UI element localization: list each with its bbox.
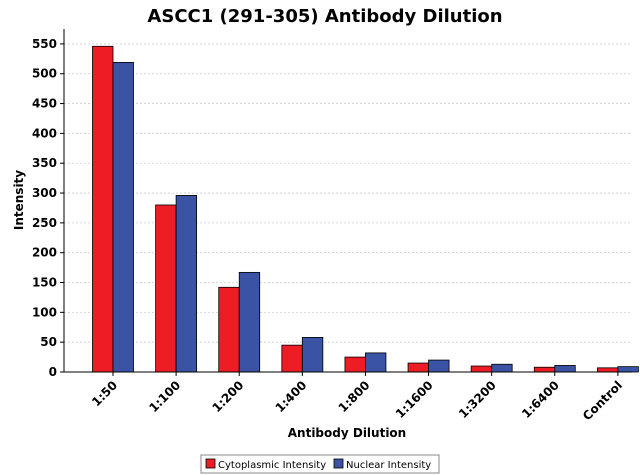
x-axis-title: Antibody Dilution xyxy=(288,426,406,440)
y-axis-title: Intensity xyxy=(12,170,26,230)
y-tick-label: 0 xyxy=(49,365,57,379)
bar-cytoplasmic xyxy=(92,45,114,373)
y-ticks: 0 50 100 150 200 250 300 350 400 450 500 550 xyxy=(32,37,64,379)
x-tick-label: 1:3200 xyxy=(456,378,499,421)
x-tick-label: 1:50 xyxy=(89,378,120,409)
bars xyxy=(92,45,639,373)
bar-nuclear xyxy=(428,359,450,373)
y-tick-label: 300 xyxy=(32,186,57,200)
y-tick-label: 150 xyxy=(32,276,57,290)
legend-label-nuclear: Nuclear Intensity xyxy=(346,460,431,471)
axes xyxy=(63,29,632,373)
x-tick-label: 1:6400 xyxy=(519,378,562,421)
y-tick-label: 350 xyxy=(32,156,57,170)
bar-cytoplasmic xyxy=(533,366,556,373)
legend-swatch-nuclear xyxy=(333,458,344,469)
bar-cytoplasmic xyxy=(218,286,240,373)
bar-cytoplasmic xyxy=(407,362,429,373)
bar-nuclear xyxy=(365,352,387,373)
y-tick-label: 200 xyxy=(32,246,57,260)
x-tick-label: 1:200 xyxy=(209,378,246,415)
y-tick-label: 50 xyxy=(40,335,57,349)
x-tick-label: 1:400 xyxy=(273,378,310,415)
bar-nuclear xyxy=(617,366,639,373)
bar-nuclear xyxy=(238,271,261,373)
y-tick-label: 550 xyxy=(32,37,57,51)
bar-cytoplasmic xyxy=(596,367,619,373)
chart-title: ASCC1 (291-305) Antibody Dilution xyxy=(147,6,502,27)
y-tick-label: 250 xyxy=(32,216,57,230)
legend-box xyxy=(200,454,440,474)
y-tick-label: 100 xyxy=(32,305,57,319)
bar-nuclear xyxy=(301,337,324,373)
y-tick-label: 450 xyxy=(32,97,57,111)
bar-cytoplasmic xyxy=(470,365,493,373)
x-tick-label: 1:100 xyxy=(146,378,183,415)
bar-nuclear xyxy=(112,62,134,373)
x-tick-label: 1:1600 xyxy=(393,378,436,421)
y-tick-label: 400 xyxy=(32,126,57,140)
bar-nuclear xyxy=(491,363,513,373)
bar-nuclear xyxy=(175,195,198,373)
bar-nuclear xyxy=(554,365,576,373)
legend: Cytoplasmic Intensity Nuclear Intensity xyxy=(200,454,440,474)
x-ticks: 1:50 1:100 1:200 1:400 1:800 1:1600 1:3200 1:64… xyxy=(89,372,625,423)
y-tick-label: 500 xyxy=(32,67,57,81)
gridlines xyxy=(64,43,632,343)
legend-swatch-cytoplasmic xyxy=(205,458,216,469)
bar-cytoplasmic xyxy=(155,204,177,373)
bar-cytoplasmic xyxy=(344,356,366,373)
bar-cytoplasmic xyxy=(281,344,303,373)
x-tick-label: Control xyxy=(580,378,625,423)
legend-label-cytoplasmic: Cytoplasmic Intensity xyxy=(218,460,326,471)
x-tick-label: 1:800 xyxy=(336,378,373,415)
